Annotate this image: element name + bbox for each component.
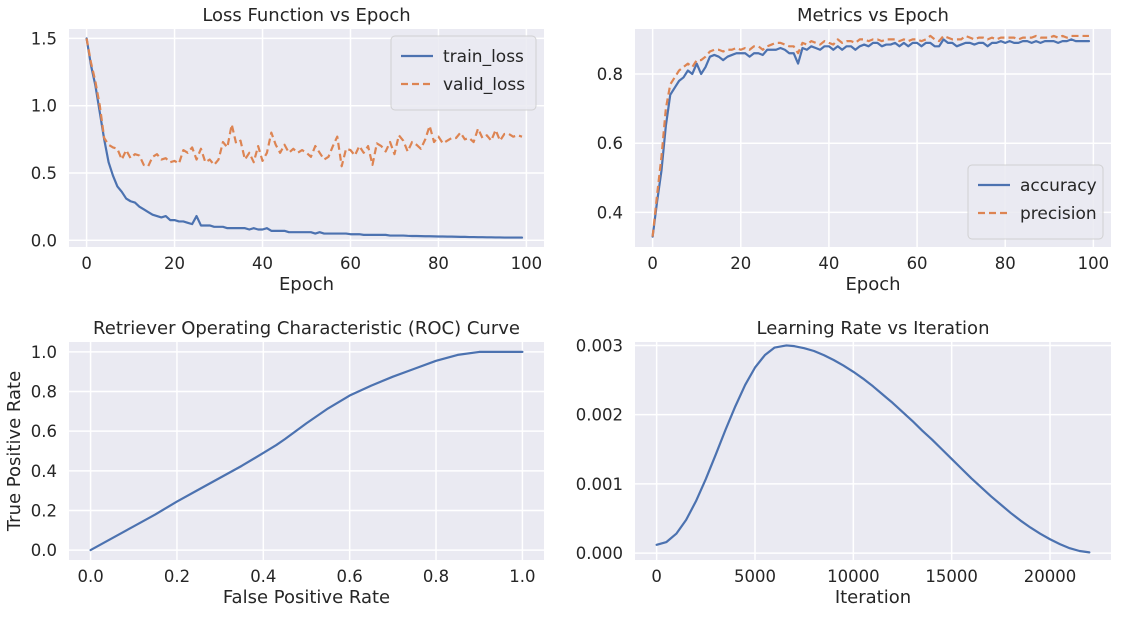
chart-loss-vs-epoch: 0 20 40 60 80 100 0.0 0.5 1.0 1.5 Loss Function vs… <box>31 5 544 295</box>
plot-area <box>635 342 1111 560</box>
y-tick-label: 0.6 <box>597 134 623 153</box>
x-tick-label: 15000 <box>925 567 978 586</box>
y-tick-label: 0.003 <box>576 336 623 355</box>
x-tick-label: 0.8 <box>423 567 449 586</box>
legend-frame <box>390 35 537 111</box>
x-tick-label: 0 <box>81 254 92 273</box>
chart-title: Metrics vs Epoch <box>797 5 949 26</box>
x-tick-label: 60 <box>907 254 928 273</box>
y-tick-label: 0.0 <box>31 231 57 250</box>
y-tick-label: 0.8 <box>31 383 57 402</box>
chart-title: Loss Function vs Epoch <box>202 5 410 26</box>
x-tick-label: 0.0 <box>77 567 103 586</box>
x-tick-label: 1.0 <box>509 567 535 586</box>
legend-frame <box>967 164 1104 240</box>
series-line-accuracy <box>651 38 1091 238</box>
x-axis-label: Epoch <box>279 274 334 295</box>
series-line-valid_loss <box>85 38 523 168</box>
x-tick-label: 60 <box>340 254 361 273</box>
x-tick-label: 40 <box>252 254 273 273</box>
x-axis-label: False Positive Rate <box>223 587 390 608</box>
y-tick-label: 1.0 <box>31 97 57 116</box>
series-line-train_loss <box>85 37 524 239</box>
y-tick-label: 0.0 <box>31 541 57 560</box>
legend: train_loss valid_loss <box>390 35 537 111</box>
y-axis-label: True Positive Rate <box>4 371 25 532</box>
x-tick-label: 0.6 <box>337 567 363 586</box>
y-tick-label: 1.0 <box>31 343 57 362</box>
x-tick-label: 0.4 <box>250 567 276 586</box>
y-tick-label: 1.5 <box>31 29 57 48</box>
x-tick-label: 0 <box>651 567 662 586</box>
grid <box>69 342 544 560</box>
legend: accuracy precision <box>967 164 1104 240</box>
legend-label-train_loss: train_loss <box>443 47 524 67</box>
x-tick-label: 0 <box>647 254 658 273</box>
x-tick-label: 20 <box>164 254 185 273</box>
chart-title: Retriever Operating Characteristic (ROC)… <box>93 318 520 339</box>
y-tick-label: 0.4 <box>597 203 623 222</box>
grid <box>635 342 1111 560</box>
x-tick-label: 80 <box>428 254 449 273</box>
chart-title: Learning Rate vs Iteration <box>757 318 990 339</box>
y-tick-label: 0.4 <box>31 462 57 481</box>
y-tick-label: 0.8 <box>597 65 623 84</box>
chart-learning-rate-vs-iteration: 0 5000 10000 15000 20000 0.000 0.001 0.002 0.003… <box>576 318 1111 608</box>
x-tick-label: 0.2 <box>164 567 190 586</box>
legend-label-precision: precision <box>1020 204 1097 224</box>
x-tick-label: 20 <box>730 254 751 273</box>
x-tick-label: 10000 <box>827 567 880 586</box>
series-line-series-0 <box>655 344 1091 554</box>
plot-area <box>69 342 544 560</box>
x-tick-label: 100 <box>1078 254 1110 273</box>
x-axis-label: Iteration <box>835 587 911 608</box>
x-tick-label: 40 <box>818 254 839 273</box>
legend-label-accuracy: accuracy <box>1020 176 1097 196</box>
series-line-precision <box>651 34 1089 237</box>
y-tick-label: 0.2 <box>31 501 57 520</box>
chart-roc-curve: 0.0 0.2 0.4 0.6 0.8 1.0 0.0 0.2 0.4 0.6 0.8 1.0 Retr… <box>4 318 544 608</box>
x-axis-label: Epoch <box>845 274 900 295</box>
y-tick-label: 0.002 <box>576 406 623 425</box>
series-line-series-0 <box>89 350 524 552</box>
x-tick-label: 20000 <box>1024 567 1077 586</box>
x-tick-label: 100 <box>511 254 543 273</box>
chart-metrics-vs-epoch: 0 20 40 60 80 100 0.4 0.6 0.8 Metrics vs Epoch Epo… <box>597 5 1111 295</box>
x-tick-label: 5000 <box>734 567 776 586</box>
y-tick-label: 0.001 <box>576 475 623 494</box>
x-tick-label: 80 <box>995 254 1016 273</box>
y-tick-label: 0.000 <box>576 544 623 563</box>
grid <box>635 29 1111 247</box>
legend-label-valid_loss: valid_loss <box>443 75 525 95</box>
y-tick-label: 0.6 <box>31 422 57 441</box>
y-tick-label: 0.5 <box>31 164 57 183</box>
